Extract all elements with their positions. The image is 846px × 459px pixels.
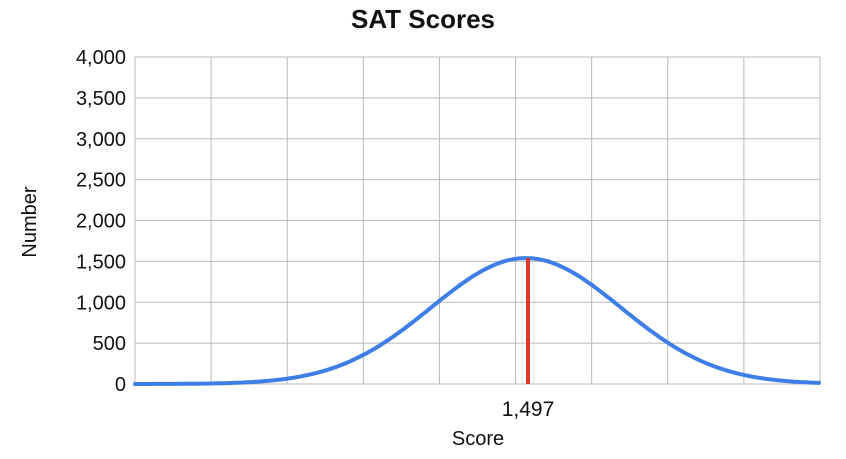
mean-marker-label: 1,497 <box>502 398 555 421</box>
y-axis-label: Number <box>19 186 41 257</box>
y-tick-label: 3,500 <box>76 88 126 110</box>
x-axis-label: Score <box>452 428 504 450</box>
y-tick-label: 1,500 <box>76 251 126 273</box>
y-tick-label: 1,000 <box>76 292 126 314</box>
series-line <box>133 256 821 386</box>
y-tick-label: 0 <box>115 374 126 396</box>
y-tick-label: 2,500 <box>76 170 126 192</box>
y-tick-label: 500 <box>93 333 126 355</box>
grid <box>134 56 821 385</box>
y-tick-label: 2,000 <box>76 211 126 233</box>
y-axis-ticks: 0 500 1,000 1,500 2,000 2,500 3,000 3,500 4,000 <box>76 47 126 396</box>
y-tick-label: 4,000 <box>76 47 126 69</box>
y-tick-label: 3,000 <box>76 129 126 151</box>
chart-title: SAT Scores <box>350 4 495 34</box>
